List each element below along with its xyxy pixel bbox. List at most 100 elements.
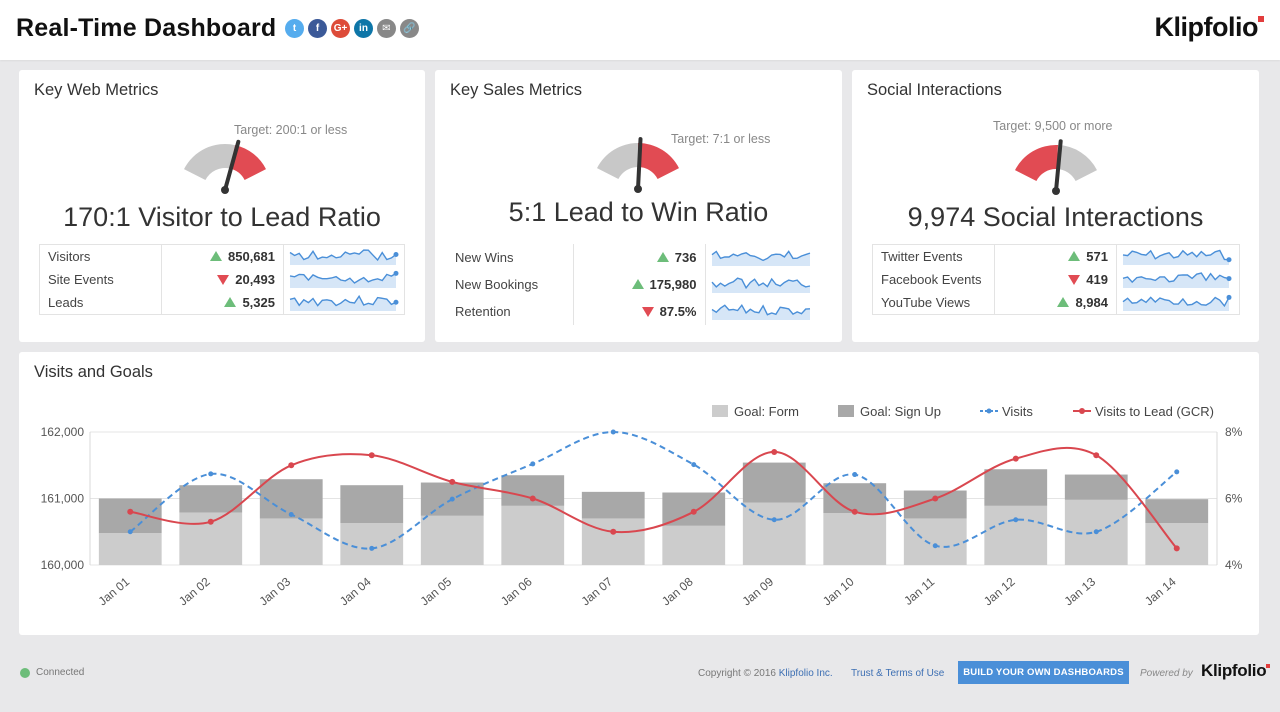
y-tick-label: 162,000 [41, 425, 85, 439]
target-label: Target: 9,500 or more [993, 119, 1113, 133]
twitter-icon[interactable]: t [285, 19, 304, 38]
metric-number: 5,325 [242, 295, 275, 310]
trend-up-icon [224, 297, 237, 307]
gauge-fill [229, 145, 266, 181]
trend-up-icon [1068, 251, 1081, 261]
metric-number: 850,681 [228, 249, 275, 264]
sparkline-end-dot [1226, 257, 1232, 263]
gcr-point [1173, 545, 1180, 552]
legend-label: Goal: Form [734, 404, 799, 419]
sparkline-end-dot [393, 252, 399, 258]
build-dashboards-button[interactable]: BUILD YOUR OWN DASHBOARDS [958, 661, 1129, 684]
metric-number: 8,984 [1075, 295, 1108, 310]
google-plus-icon[interactable]: G+ [331, 19, 350, 38]
x-tick-label: Jan 03 [257, 574, 294, 608]
metric-number: 419 [1086, 272, 1108, 287]
metric-row: Site Events 20,493 [39, 268, 405, 291]
bar-goal-signup [340, 485, 404, 524]
bar-goal-signup [1145, 499, 1209, 524]
y-tick-label: 161,000 [41, 492, 85, 506]
legend-swatch-dot [986, 408, 992, 414]
company-link[interactable]: Klipfolio Inc. [778, 668, 833, 679]
bar-goal-form [662, 525, 726, 565]
sparkline-area [711, 251, 810, 266]
y-tick-label: 160,000 [41, 558, 85, 572]
visits-point [208, 471, 214, 477]
x-tick-label: Jan 05 [418, 574, 455, 608]
link-icon[interactable]: 🔗 [400, 19, 419, 38]
page-title: Real-Time Dashboard [16, 14, 277, 42]
gcr-point [368, 452, 375, 459]
sparkline [284, 291, 405, 315]
legend-label: Visits [1002, 404, 1033, 419]
gauge-fill [1015, 145, 1059, 182]
gauge-track [597, 143, 638, 180]
bar-goal-signup [984, 469, 1048, 506]
web-gauge [184, 139, 266, 194]
y2-tick-label: 4% [1225, 558, 1243, 572]
metric-row: Visitors 850,681 [39, 244, 405, 268]
bar-goal-signup [903, 490, 967, 519]
gauge-needle [1054, 139, 1063, 193]
linkedin-icon[interactable]: in [354, 19, 373, 38]
share-icons: t f G+ in ✉ 🔗 [285, 19, 419, 38]
gauge-fill [638, 143, 679, 180]
bar-goal-form [823, 513, 887, 565]
visits-point [691, 462, 697, 468]
metric-value: 8,984 [994, 291, 1117, 315]
gcr-point [127, 508, 134, 515]
metric-row: New Wins 736 [447, 244, 833, 271]
klipfolio-logo[interactable]: Klipfolio [1155, 12, 1264, 43]
metric-value: 736 [573, 244, 706, 271]
gcr-point [529, 495, 536, 502]
gauge-needle [636, 137, 643, 191]
sparkline-line [1122, 272, 1230, 284]
sparkline [705, 298, 833, 325]
sparkline-chart [1122, 294, 1232, 311]
metric-value: 175,980 [573, 271, 706, 298]
gcr-point [207, 518, 214, 525]
sparkline-line [289, 294, 397, 307]
metric-label: Twitter Events [872, 244, 995, 268]
bar-goal-signup [581, 491, 645, 519]
metric-number: 571 [1086, 249, 1108, 264]
logo-mark [1258, 16, 1264, 22]
target-label: Target: 200:1 or less [234, 123, 348, 137]
sales-metrics-card: Key Sales Metrics Target: 7:1 or less 5:… [435, 70, 842, 342]
facebook-icon[interactable]: f [308, 19, 327, 38]
sparkline-chart [711, 303, 810, 320]
gcr-point [1012, 455, 1019, 462]
gauge-pivot [221, 186, 229, 194]
x-tick-label: Jan 11 [901, 574, 937, 608]
bar-goal-signup [1064, 474, 1128, 500]
status-dot-icon [20, 667, 30, 678]
metrics-table: Visitors 850,681 Site Events 20,493 Lead… [39, 244, 405, 315]
sparkline-line [1122, 296, 1230, 308]
terms-link[interactable]: Trust & Terms of Use [851, 668, 945, 679]
gcr-point [449, 478, 456, 485]
gcr-point [690, 508, 697, 515]
trend-down-icon [1068, 275, 1081, 285]
footer-logo[interactable]: Klipfolio [1201, 661, 1271, 681]
visits-point [771, 517, 777, 523]
sparkline-end-dot [393, 299, 399, 305]
metric-label: Facebook Events [872, 268, 995, 291]
sparkline-line [289, 272, 397, 284]
status-text: Connected [36, 667, 85, 678]
legend-swatch [838, 405, 854, 417]
bar-goal-form [420, 515, 484, 565]
trend-up-icon [1057, 297, 1070, 307]
logo-mark [1266, 664, 1271, 668]
gcr-point [1093, 452, 1100, 459]
x-tick-label: Jan 09 [740, 574, 777, 608]
legend-label: Visits to Lead (GCR) [1095, 404, 1214, 419]
x-tick-label: Jan 06 [498, 574, 535, 608]
headline-value: 9,974 Social Interactions [907, 202, 1204, 232]
legend-swatch [712, 405, 728, 417]
sparkline [1117, 245, 1240, 269]
bar-goal-form [98, 533, 162, 565]
visits-line [129, 430, 1178, 550]
gcr-point [610, 528, 617, 535]
email-icon[interactable]: ✉ [377, 19, 396, 38]
card-title: Key Web Metrics [34, 81, 159, 99]
